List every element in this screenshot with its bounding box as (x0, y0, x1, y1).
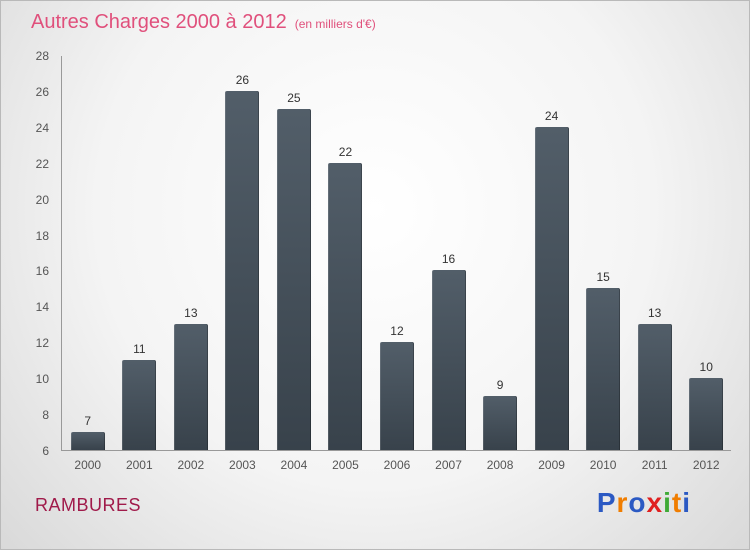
y-axis: 6 8 10 12 14 16 18 20 22 24 26 28 (1, 49, 57, 458)
x-tick-label: 2010 (589, 458, 617, 472)
chart-subtitle: (en milliers d'€) (294, 17, 376, 31)
x-tick-label: 2003 (229, 458, 256, 472)
x-tick-label: 2001 (125, 458, 153, 472)
bar-slot: 22 2005 (320, 56, 372, 472)
y-tick-label: 28 (35, 49, 49, 63)
bar-slot: 25 2004 (268, 56, 320, 472)
logo-letter: P (596, 487, 617, 518)
bar-value-label: 15 (596, 270, 610, 284)
bar-value-label: 11 (133, 342, 146, 356)
bar-slot: 15 2010 (577, 56, 629, 472)
bar (637, 324, 672, 450)
plot-area: 7 2000 11 2001 13 2002 26 2003 25 2004 22 2005 12 200… (61, 56, 732, 472)
bar (534, 127, 569, 450)
bar (431, 270, 466, 450)
y-tick-label: 24 (35, 120, 49, 135)
bar-slot: 13 2011 (629, 56, 681, 472)
bar-value-label: 22 (338, 145, 353, 159)
logo-letter: i (663, 487, 672, 518)
bar (122, 360, 157, 450)
y-tick-label: 8 (42, 408, 49, 423)
bar-value-label: 13 (184, 306, 198, 320)
x-tick-label: 2009 (538, 458, 565, 472)
chart-header: Autres Charges 2000 à 2012 (en milliers d… (31, 11, 376, 34)
bar (689, 378, 724, 450)
logo-letter: r (616, 487, 629, 518)
y-tick-label: 22 (35, 156, 49, 171)
bar (379, 342, 414, 450)
y-tick-label: 16 (35, 264, 49, 279)
y-tick-label: 20 (35, 192, 49, 207)
x-tick-label: 2008 (486, 458, 514, 472)
bar (225, 91, 260, 450)
bar (173, 324, 208, 450)
x-tick-label: 2011 (641, 458, 668, 472)
footer-brand: RAMBURES (35, 495, 142, 515)
proxiti-logo[interactable]: Proxiti (597, 487, 691, 519)
bar-value-label: 12 (390, 324, 404, 338)
y-tick-label: 6 (42, 444, 49, 458)
bar-value-label: 13 (648, 306, 662, 320)
y-tick-label: 12 (35, 336, 49, 351)
bar-slot: 11 2001 (114, 56, 166, 472)
bar (276, 109, 311, 450)
y-tick-label: 18 (35, 228, 49, 243)
bar-slot: 26 2003 (217, 56, 269, 472)
x-tick-label: 2002 (177, 458, 205, 472)
logo-letter: i (682, 487, 691, 518)
bar-value-label: 10 (699, 360, 713, 374)
bar (586, 288, 621, 450)
logo-letter: x (646, 487, 664, 518)
x-tick-label: 2004 (280, 458, 308, 472)
bar-slot: 13 2002 (165, 56, 217, 472)
bar-value-label: 24 (544, 109, 559, 123)
x-tick-label: 2006 (383, 458, 411, 472)
bar-slot: 24 2009 (526, 56, 578, 472)
bar (70, 432, 105, 450)
x-tick-label: 2007 (435, 458, 462, 472)
bar-value-label: 26 (235, 73, 250, 87)
chart-title: Autres Charges 2000 à 2012 (31, 11, 287, 33)
bar (328, 163, 363, 450)
bar-value-label: 16 (441, 252, 456, 266)
bar-slot: 9 2008 (474, 56, 526, 472)
x-tick-label: 2012 (692, 458, 720, 472)
bar-value-label: 7 (84, 414, 92, 428)
logo-letter: t (671, 487, 683, 518)
bar-value-label: 25 (287, 91, 301, 105)
y-tick-label: 10 (35, 372, 49, 387)
bar-slot: 16 2007 (423, 56, 475, 472)
bar-value-label: 9 (496, 378, 504, 392)
bar-slot: 7 2000 (62, 56, 114, 472)
y-tick-label: 14 (35, 300, 49, 315)
bar (483, 396, 518, 450)
bar-slot: 12 2006 (371, 56, 423, 472)
y-tick-label: 26 (35, 84, 49, 99)
bar-slot: 10 2012 (680, 56, 732, 472)
x-tick-label: 2005 (332, 458, 359, 472)
logo-letter: o (628, 487, 647, 518)
x-tick-label: 2000 (74, 458, 102, 472)
